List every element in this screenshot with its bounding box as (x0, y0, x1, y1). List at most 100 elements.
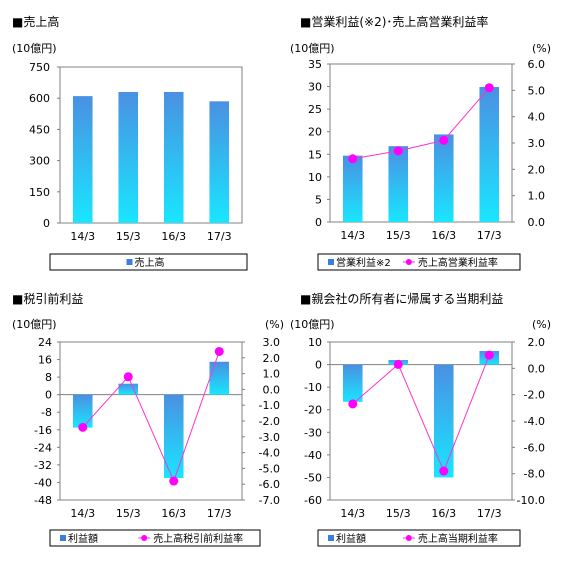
legend-label: 営業利益※2 (336, 256, 391, 269)
x-tick-label: 14/3 (340, 229, 365, 242)
legend-bar-swatch (126, 259, 133, 265)
x-tick-label: 15/3 (116, 507, 141, 520)
bar (433, 364, 454, 478)
bar (118, 91, 139, 224)
chart-title: ■営業利益(※2)･売上高営業利益率 (300, 14, 488, 29)
left-tick-label: -20 (304, 404, 322, 417)
right-tick-label: -2.0 (259, 415, 280, 428)
legend-label: 利益額 (68, 532, 98, 545)
bar (163, 91, 184, 224)
right-tick-label: -4.0 (524, 415, 545, 428)
right-tick-label: -1.0 (259, 399, 280, 412)
right-tick-label: -6.0 (259, 478, 280, 491)
right-tick-label: 3.0 (528, 137, 546, 150)
line-point (484, 350, 494, 360)
right-tick-label: 2.0 (528, 163, 546, 176)
chart-title: ■税引前利益 (12, 291, 83, 306)
right-axis-unit: (%) (532, 42, 551, 55)
line-point (393, 146, 403, 156)
legend-point-swatch (405, 259, 412, 265)
bar (118, 383, 139, 395)
bar (342, 364, 363, 402)
bar (163, 394, 184, 479)
bar (388, 146, 409, 222)
x-tick-label: 15/3 (386, 229, 411, 242)
series-line (352, 87, 490, 160)
legend-bar-swatch (328, 259, 334, 265)
left-tick-label: -60 (304, 494, 322, 507)
left-axis-unit: (10億円) (290, 42, 335, 55)
chart-1: ■売上高 (10億円) 750 600 450 300 150 0 14/3 15/3 16/3 17… (12, 14, 248, 271)
line-point (78, 422, 88, 432)
x-tick-label: 16/3 (161, 230, 186, 243)
x-tick-label: 17/3 (207, 507, 232, 520)
left-tick-label: -16 (34, 424, 52, 437)
x-tick-label: 17/3 (477, 229, 502, 242)
left-tick-label: -8 (41, 406, 52, 419)
left-tick-label: -40 (304, 449, 322, 462)
series-line (82, 351, 220, 483)
legend-label: 売上高当期利益率 (418, 532, 498, 545)
left-tick-label: 0 (315, 216, 322, 229)
left-tick-label: 0 (45, 389, 52, 402)
line-point (439, 466, 449, 476)
right-tick-label: 1.0 (528, 190, 546, 203)
legend-label: 売上高税引前利益率 (153, 532, 243, 545)
chart-2: ■営業利益(※2)･売上高営業利益率 (10億円) (%) 35 30 25 20 15 10 5… (290, 14, 551, 271)
left-tick-label: 25 (308, 103, 322, 116)
right-tick-label: 0.0 (528, 216, 546, 229)
legend-label: 利益額 (336, 532, 366, 545)
x-tick-label: 14/3 (70, 507, 95, 520)
left-axis-unit: (10億円) (12, 42, 57, 55)
left-tick-label: 600 (29, 92, 50, 105)
right-tick-label: 1.0 (263, 368, 281, 381)
x-tick-label: 17/3 (477, 507, 502, 520)
legend-box (49, 529, 261, 547)
bar (342, 155, 363, 222)
line-point (484, 83, 494, 93)
bar (479, 87, 500, 222)
right-tick-label: -6.0 (524, 441, 545, 454)
right-tick-label: -8.0 (524, 468, 545, 481)
left-tick-label: 5 (315, 193, 322, 206)
left-tick-label: 0 (315, 359, 322, 372)
left-tick-label: 30 (308, 81, 322, 94)
line-point (214, 346, 224, 356)
left-tick-label: 20 (308, 126, 322, 139)
left-tick-label: -10 (304, 381, 322, 394)
bar (209, 101, 230, 223)
x-tick-label: 14/3 (340, 507, 365, 520)
legend-label: 売上高営業利益率 (418, 256, 498, 269)
left-tick-label: -40 (34, 476, 52, 489)
chart-title: ■売上高 (12, 14, 59, 29)
left-tick-label: 24 (38, 336, 52, 349)
left-tick-label: 300 (29, 155, 50, 168)
legend-box (49, 253, 248, 271)
legend-point-swatch (141, 535, 148, 541)
legend-label: 売上高 (135, 256, 165, 269)
left-tick-label: 450 (29, 123, 50, 136)
x-tick-label: 16/3 (431, 229, 456, 242)
legend-box (317, 253, 521, 271)
left-tick-label: 0 (43, 217, 50, 230)
left-tick-label: -50 (304, 471, 322, 484)
right-tick-label: -2.0 (524, 389, 545, 402)
series-line (352, 354, 490, 473)
left-tick-label: 15 (308, 148, 322, 161)
line-point (393, 359, 403, 369)
right-tick-label: 2.0 (263, 352, 281, 365)
left-tick-label: 150 (29, 186, 50, 199)
line-point (123, 372, 133, 382)
left-tick-label: 750 (29, 61, 50, 74)
left-tick-label: 16 (38, 354, 52, 367)
right-tick-label: -3.0 (259, 431, 280, 444)
right-axis-unit: (%) (532, 318, 551, 331)
right-tick-label: 3.0 (263, 336, 281, 349)
right-tick-label: 2.0 (528, 336, 546, 349)
x-tick-label: 14/3 (70, 230, 95, 243)
bar (72, 394, 93, 428)
chart-4: ■親会社の所有者に帰属する当期利益 (10億円) (%) 10 0 -10 -20 -30 -4… (290, 291, 551, 547)
left-tick-label: -24 (34, 441, 52, 454)
right-tick-label: 4.0 (528, 111, 546, 124)
x-tick-label: 15/3 (386, 507, 411, 520)
